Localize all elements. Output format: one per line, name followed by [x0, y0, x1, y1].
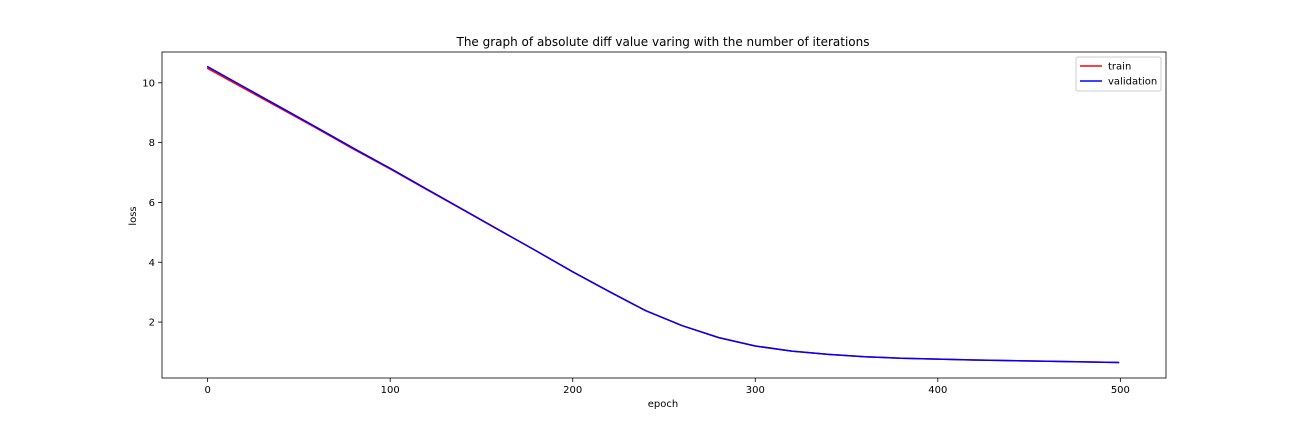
y-tick-label: 10	[142, 78, 155, 89]
x-tick-label: 500	[1111, 385, 1130, 396]
y-tick-label: 4	[149, 258, 155, 269]
x-tick-label: 0	[204, 385, 210, 396]
legend: train validation	[1075, 56, 1162, 92]
y-tick-label: 6	[149, 198, 155, 209]
legend-label-validation: validation	[1108, 77, 1157, 88]
axes-frame	[161, 51, 1167, 379]
x-axis-title: epoch	[648, 399, 678, 410]
x-tick-label: 200	[563, 385, 582, 396]
series-line-validation	[206, 65, 1120, 364]
x-tick-label: 300	[746, 385, 765, 396]
plot-area: 0 100 200 300 400 500 2 4 6 8 10	[142, 51, 1167, 396]
x-tick-label: 100	[381, 385, 400, 396]
x-tick-label: 400	[928, 385, 947, 396]
y-axis-title: loss	[128, 206, 139, 225]
y-tick-label: 2	[149, 318, 155, 329]
legend-label-train: train	[1108, 62, 1131, 73]
chart-title: The graph of absolute diff value varing …	[455, 35, 869, 49]
y-tick-label: 8	[149, 138, 155, 149]
